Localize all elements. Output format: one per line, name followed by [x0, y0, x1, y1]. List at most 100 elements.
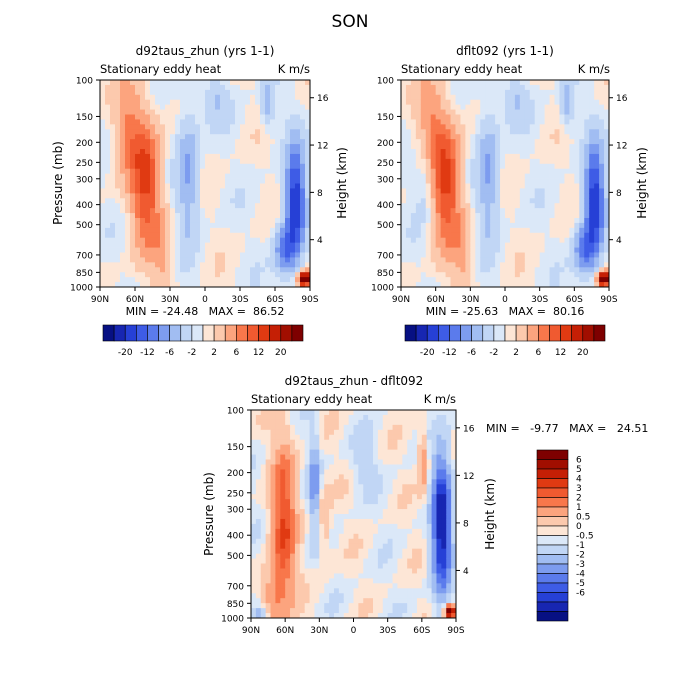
field-cell	[285, 593, 291, 599]
field-cell	[435, 139, 442, 145]
field-cell	[430, 104, 437, 110]
field-cell	[125, 272, 131, 278]
field-cell	[358, 479, 364, 485]
field-cell	[348, 533, 354, 540]
field-cell	[255, 139, 261, 145]
field-cell	[120, 252, 126, 258]
field-cell	[377, 603, 384, 609]
field-cell	[130, 267, 136, 273]
field-cell	[485, 109, 491, 115]
field-cell	[445, 237, 451, 244]
field-cell	[584, 203, 590, 209]
field-cell	[475, 282, 481, 288]
field-cell	[255, 414, 262, 421]
field-cell	[392, 528, 398, 535]
field-cell	[574, 129, 580, 135]
field-cell	[569, 262, 575, 268]
field-cell	[280, 163, 286, 170]
field-cell	[480, 149, 486, 155]
field-cell	[574, 114, 580, 120]
field-cell	[280, 509, 286, 515]
field-cell	[140, 203, 146, 209]
field-cell	[534, 158, 541, 165]
field-cell	[155, 119, 161, 125]
field-cell	[155, 232, 161, 239]
field-cell	[105, 227, 111, 234]
field-cell	[589, 119, 595, 125]
field-cell	[245, 277, 251, 283]
field-cell	[251, 464, 257, 470]
field-cell	[569, 247, 575, 253]
field-cell	[250, 134, 256, 140]
field-cell	[170, 222, 176, 229]
field-cell	[295, 262, 301, 268]
field-cell	[358, 533, 364, 540]
field-cell	[314, 459, 320, 465]
field-cell	[529, 134, 536, 140]
field-cell	[445, 198, 451, 204]
field-cell	[255, 558, 262, 564]
field-cell	[564, 94, 570, 101]
field-cell	[353, 523, 359, 530]
field-cell	[125, 158, 131, 165]
field-cell	[495, 168, 501, 175]
field-cell	[594, 222, 600, 229]
field-cell	[505, 237, 511, 244]
field-cell	[300, 89, 306, 96]
field-cell	[175, 193, 181, 199]
field-cell	[420, 222, 427, 229]
field-cell	[401, 242, 407, 248]
field-cell	[554, 188, 560, 194]
field-cell	[554, 109, 560, 115]
field-cell	[470, 163, 476, 170]
field-cell	[270, 494, 276, 500]
field-cell	[299, 603, 306, 609]
field-cell	[150, 193, 156, 199]
field-cell	[333, 499, 340, 505]
field-cell	[285, 548, 291, 555]
field-cell	[539, 247, 546, 253]
field-cell	[160, 99, 166, 106]
field-cell	[574, 144, 580, 150]
field-cell	[245, 272, 251, 278]
field-cell	[115, 282, 121, 288]
field-cell	[275, 149, 281, 155]
colorbar-swatch	[291, 324, 304, 342]
field-cell	[539, 252, 546, 258]
field-cell	[480, 227, 486, 234]
field-cell	[140, 104, 146, 110]
field-cell	[475, 158, 481, 165]
field-cell	[460, 222, 466, 229]
field-cell	[215, 89, 221, 96]
field-cell	[368, 504, 374, 510]
field-cell	[470, 272, 476, 278]
field-cell	[440, 183, 446, 189]
field-cell	[589, 257, 595, 263]
field-cell	[235, 277, 241, 283]
field-cell	[420, 114, 427, 120]
field-cell	[401, 178, 407, 184]
panel-1-x-ticks: 90N 60N 30N 0 30S 60S 90S	[91, 287, 319, 305]
field-cell	[299, 410, 306, 416]
field-cell	[569, 99, 575, 106]
field-cell	[105, 124, 111, 130]
field-cell	[401, 173, 407, 179]
field-cell	[270, 124, 276, 130]
field-cell	[285, 104, 291, 110]
field-cell	[604, 144, 610, 150]
field-cell	[125, 218, 131, 224]
field-cell	[270, 149, 276, 155]
field-cell	[170, 80, 176, 86]
field-cell	[155, 168, 161, 175]
field-cell	[300, 129, 306, 135]
field-cell	[250, 153, 256, 160]
field-cell	[405, 149, 412, 155]
field-cell	[604, 232, 610, 239]
field-cell	[190, 262, 196, 268]
field-cell	[165, 119, 171, 125]
field-cell	[485, 149, 491, 155]
field-cell	[285, 558, 291, 564]
field-cell	[280, 474, 286, 480]
field-cell	[579, 218, 585, 224]
field-cell	[324, 593, 330, 599]
